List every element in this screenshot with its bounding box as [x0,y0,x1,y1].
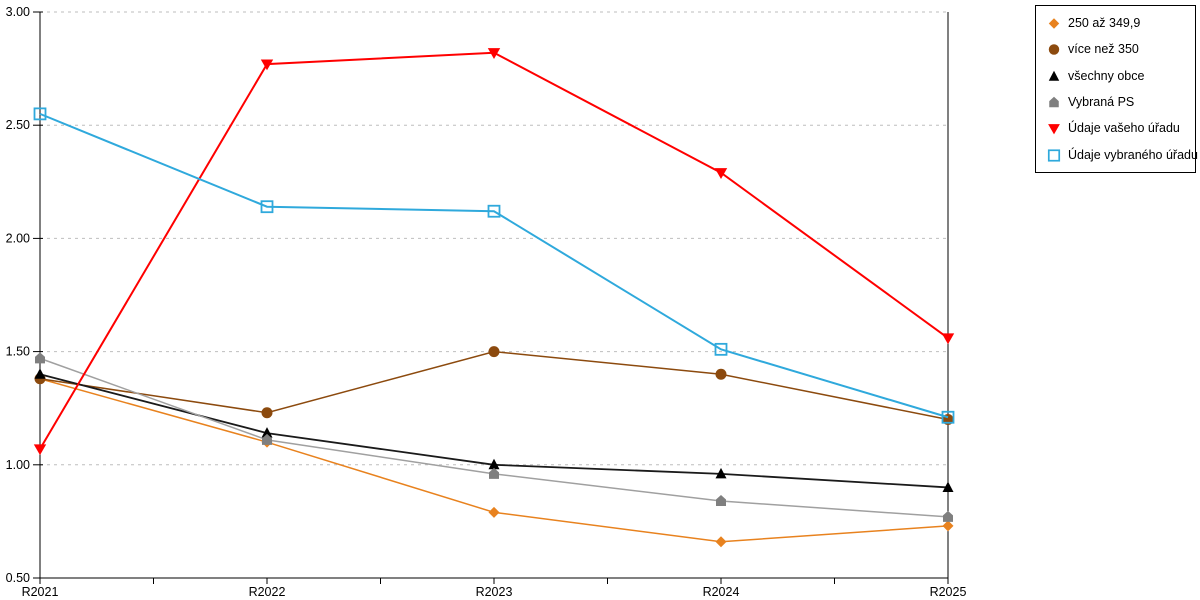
x-tick-label: R2022 [249,585,286,599]
legend-item: 250 až 349,9 [1047,16,1195,30]
pentagon-marker [489,467,499,479]
legend-item-label: Údaje vybraného úřadu [1068,147,1198,162]
series-line-3 [39,357,949,518]
triangle-down-marker [487,48,501,59]
legend: 250 až 349,9 více než 350 všechny obce Vybr… [1035,5,1198,173]
open-square-marker [33,107,47,121]
pentagon-marker [1049,96,1059,108]
legend-item: všechny obce [1047,69,1195,83]
legend-item-label: Údaje vašeho úřadu [1068,121,1180,136]
open-square-marker [487,204,501,218]
circle-marker [261,407,273,419]
y-tick-label: 1.50 [6,345,30,359]
open-square-marker [714,342,728,356]
triangle-up-marker [34,368,46,379]
circle-marker [1048,44,1060,56]
diamond-marker [942,520,954,532]
pentagon-marker [943,510,953,522]
triangle-up-marker [942,481,954,492]
diamond-marker [1048,18,1060,29]
circle-marker [488,346,500,358]
diamond-marker [488,506,500,518]
series-line-5 [39,112,949,419]
triangle-up-legend-icon [1048,70,1060,81]
open-square-marker [941,410,955,424]
y-tick-label: 0.50 [6,571,30,585]
triangle-down-marker [714,168,728,179]
pentagon-marker [35,352,45,364]
triangle-down-marker [33,444,47,456]
open-square-marker [1047,149,1061,162]
x-tick-label: R2025 [930,585,967,599]
legend-item-label: Vybraná PS [1068,95,1135,110]
y-tick-label: 2.50 [6,118,30,132]
x-tick-label: R2024 [703,585,740,599]
y-tick-label: 3.00 [6,5,30,19]
triangle-down-legend-icon [1048,124,1060,135]
x-tick-label: R2021 [22,585,59,599]
legend-item-label: všechny obce [1068,68,1145,83]
triangle-up-marker [1048,70,1060,81]
legend-item-label: 250 až 349,9 [1068,16,1141,31]
triangle-up-marker [715,467,727,479]
diamond-marker [715,536,727,548]
legend-item: Údaje vašeho úřadu [1047,121,1195,135]
square-open-legend-icon [1047,149,1061,162]
series-line-4 [39,51,949,450]
y-tick-label: 2.00 [6,231,30,245]
diamond-legend-icon [1048,18,1060,29]
legend-item: Údaje vybraného úřadu [1047,147,1198,162]
triangle-down-marker [1048,124,1060,135]
circle-legend-icon [1048,44,1060,56]
legend-item-label: více než 350 [1068,42,1139,57]
legend-item: více než 350 [1047,42,1195,56]
triangle-up-marker [261,427,273,438]
circle-marker [715,368,727,380]
legend-item: Vybraná PS [1047,95,1195,109]
x-tick-label: R2023 [476,585,513,599]
triangle-down-marker [941,333,955,345]
y-tick-label: 1.00 [6,458,30,472]
pentagon-marker [262,433,272,445]
triangle-up-marker [488,458,500,470]
pentagon-marker [716,495,726,507]
triangle-down-marker [260,59,274,71]
open-square-marker [260,200,274,214]
pentagon-legend-icon [1049,96,1059,108]
